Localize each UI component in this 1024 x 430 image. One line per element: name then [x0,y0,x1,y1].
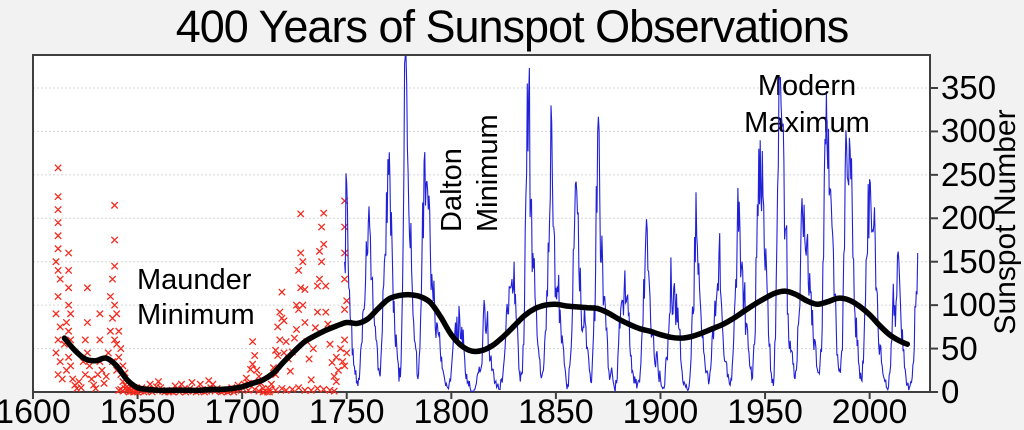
x-tick-label: 2000 [831,393,908,430]
x-tick-label: 1950 [727,393,803,430]
x-tick-label: 1750 [308,393,385,430]
annotation-line: Modern [757,70,857,102]
annotation-dalton-minimum: Dalton Minimum [434,100,506,232]
chart-title: 400 Years of Sunspot Observations [175,1,849,52]
x-tick-label: 1650 [99,393,176,430]
y-tick-label: 100 [941,286,997,324]
y-tick-label: 0 [941,373,960,410]
annotation-line: Maunder [137,264,252,296]
y-tick-label: 350 [941,68,997,106]
annotation-line: Minimum [137,299,255,331]
annotation-modern-maximum: Modern Maximum [712,68,902,142]
y-tick-label: 150 [941,242,997,280]
annotation-line: Minimum [472,114,504,232]
y-tick-label: 250 [941,155,997,193]
annotation-maunder-minimum: Maunder Minimum [137,263,255,333]
y-tick-label: 300 [941,112,997,150]
x-tick-label: 1600 [0,393,71,430]
annotation-line: Maximum [744,107,870,139]
annotation-line: Dalton [436,148,468,232]
x-tick-label: 1700 [204,393,280,430]
x-tick-label: 1900 [622,393,699,430]
y-tick-label: 50 [941,329,978,367]
x-tick-label: 1800 [413,393,490,430]
y-tick-label: 200 [941,199,997,237]
x-tick-label: 1850 [518,393,594,430]
